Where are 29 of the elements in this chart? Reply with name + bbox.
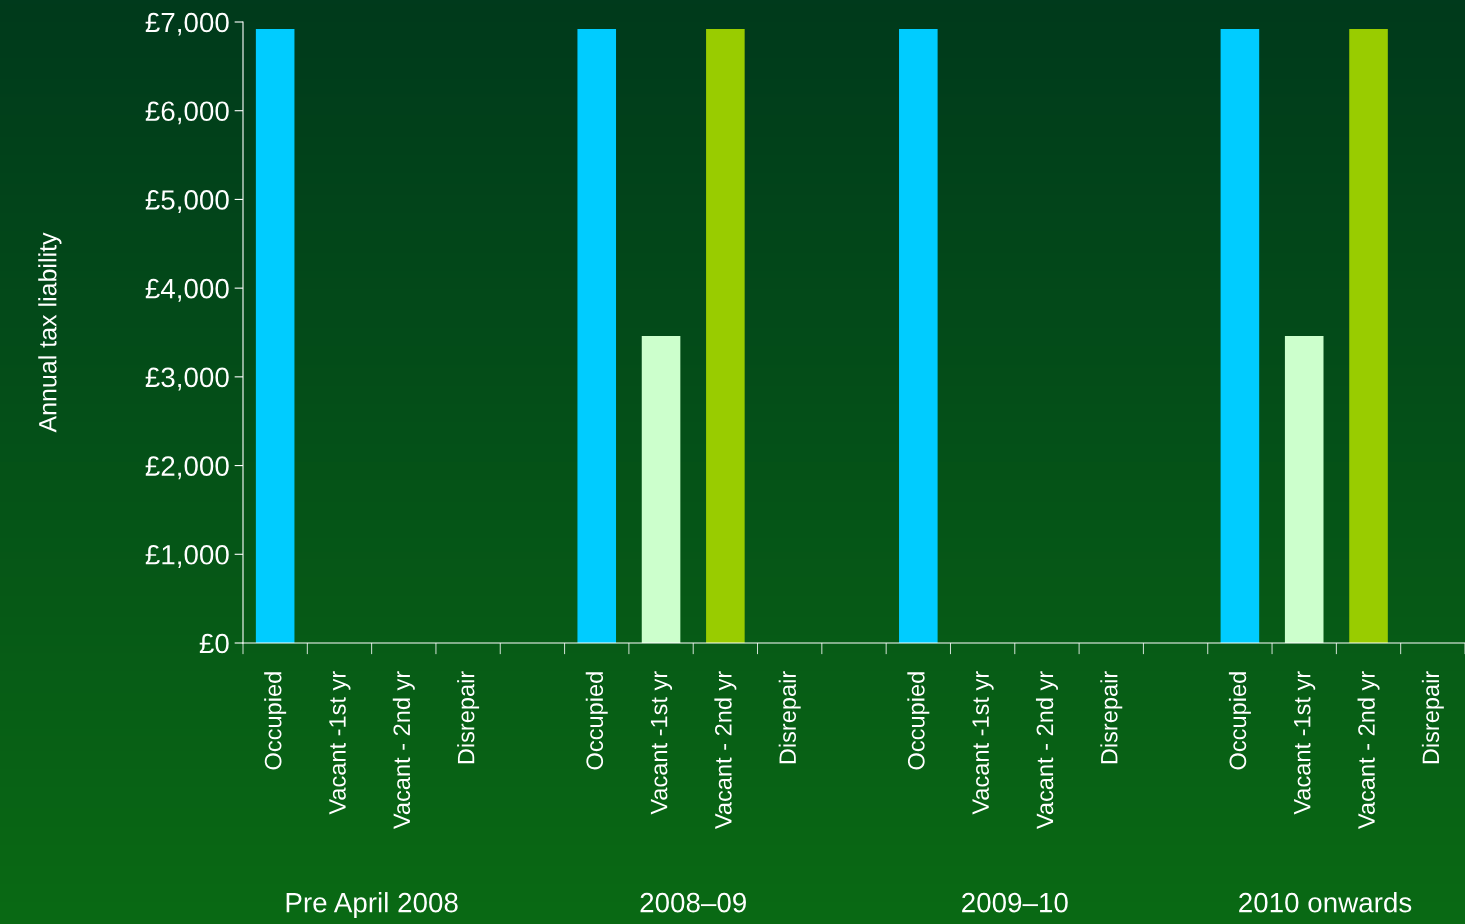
x-tick-label: Disrepair [778, 671, 801, 764]
y-tick-label: £7,000 [145, 12, 229, 36]
x-tick-label: Vacant -1st yr [1294, 671, 1316, 815]
x-tick-label: Occupied [1228, 672, 1251, 770]
x-tick-label: Vacant - 2nd yr [392, 671, 415, 830]
x-tick-label: Vacant -1st yr [650, 671, 673, 815]
x-tick-label: Vacant - 2nd yr [1035, 671, 1058, 830]
x-tick-label: Occupied [264, 672, 287, 770]
y-tick-label: £2,000 [145, 456, 229, 480]
x-tick-label: Disrepair [457, 671, 480, 764]
y-tick-label: £1,000 [145, 544, 229, 568]
text: 2009–10 [962, 892, 1068, 913]
y-tick-label: £6,000 [145, 101, 229, 125]
x-tick-label: Vacant -1st yr [329, 671, 351, 815]
x-tick-label: Vacant - 2nd yr [1357, 671, 1380, 830]
x-tick-label: Occupied [907, 672, 930, 770]
y-tick-label: £3,000 [145, 367, 229, 391]
x-tick-label: Occupied [585, 672, 608, 770]
y-tick-label: £0 [199, 633, 229, 654]
x-tick-label: Vacant - 2nd yr [714, 671, 737, 830]
x-tick-label: Disrepair [1100, 671, 1123, 764]
x-tick-label: Vacant -1st yr [972, 671, 994, 815]
text: Pre April 2008 [286, 892, 458, 918]
text: 2008–09 [640, 892, 746, 913]
y-tick-label: £4,000 [145, 278, 229, 302]
x-tick-label: Disrepair [1421, 671, 1444, 764]
y-axis-title: Annual tax liability [38, 232, 62, 433]
y-tick-label: £5,000 [145, 190, 229, 214]
text: 2010 onwards [1239, 892, 1412, 913]
